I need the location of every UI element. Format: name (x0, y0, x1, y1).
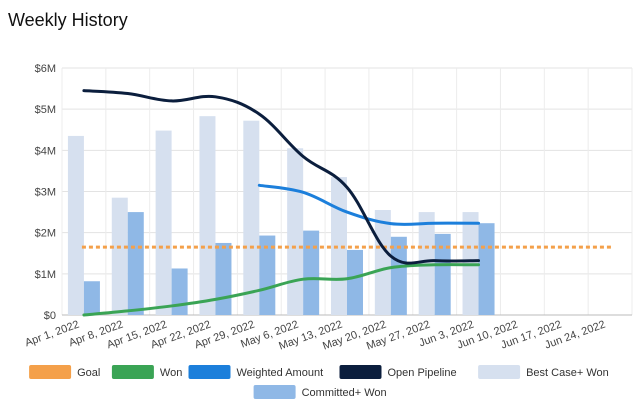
line-won (82, 263, 481, 317)
legend-label: Open Pipeline (388, 367, 457, 379)
chart-title: Weekly History (8, 10, 128, 30)
bar-committed-won (259, 235, 276, 315)
legend-label: Committed+ Won (302, 387, 387, 399)
bar-best-case-won (199, 116, 216, 315)
legend-label: Best Case+ Won (526, 367, 609, 379)
bar-committed-won (347, 249, 363, 315)
bar-committed-won (171, 268, 188, 315)
line-open-pipeline (82, 89, 481, 265)
legend-label: Goal (77, 367, 100, 379)
legend-swatch-open-pipeline (339, 365, 382, 379)
legend-label: Won (160, 367, 182, 379)
y-tick-label: $3M (35, 187, 56, 199)
legend-swatch-won (111, 365, 154, 379)
bar-committed-won (390, 236, 407, 315)
y-tick-label: $1M (35, 269, 56, 281)
bar-committed-won (434, 233, 451, 315)
line-weighted-amount (257, 183, 481, 226)
y-tick-label: $4M (35, 145, 56, 157)
bar-best-case-won (155, 130, 172, 315)
bar-committed-won (215, 242, 232, 315)
y-tick-label: $2M (35, 228, 56, 240)
bar-best-case-won (67, 135, 84, 315)
bar-committed-won (83, 281, 100, 315)
bar-committed-won (127, 212, 144, 315)
y-tick-label: $5M (35, 104, 56, 116)
legend-swatch-goal (29, 365, 72, 379)
legend-swatch-best-case-won (478, 365, 521, 379)
legend-swatch-committed-won (253, 385, 296, 399)
bar-best-case-won (243, 120, 260, 316)
bar-best-case-won (287, 148, 304, 315)
y-tick-label: $0 (44, 310, 56, 322)
bar-committed-won (478, 223, 495, 315)
y-tick-label: $6M (35, 63, 56, 75)
bar-best-case-won (374, 210, 391, 315)
legend-label: Weighted Amount (237, 367, 324, 379)
legend-swatch-weighted-amount (188, 365, 231, 379)
bar-committed-won (303, 230, 320, 315)
bar-best-case-won (111, 197, 128, 315)
